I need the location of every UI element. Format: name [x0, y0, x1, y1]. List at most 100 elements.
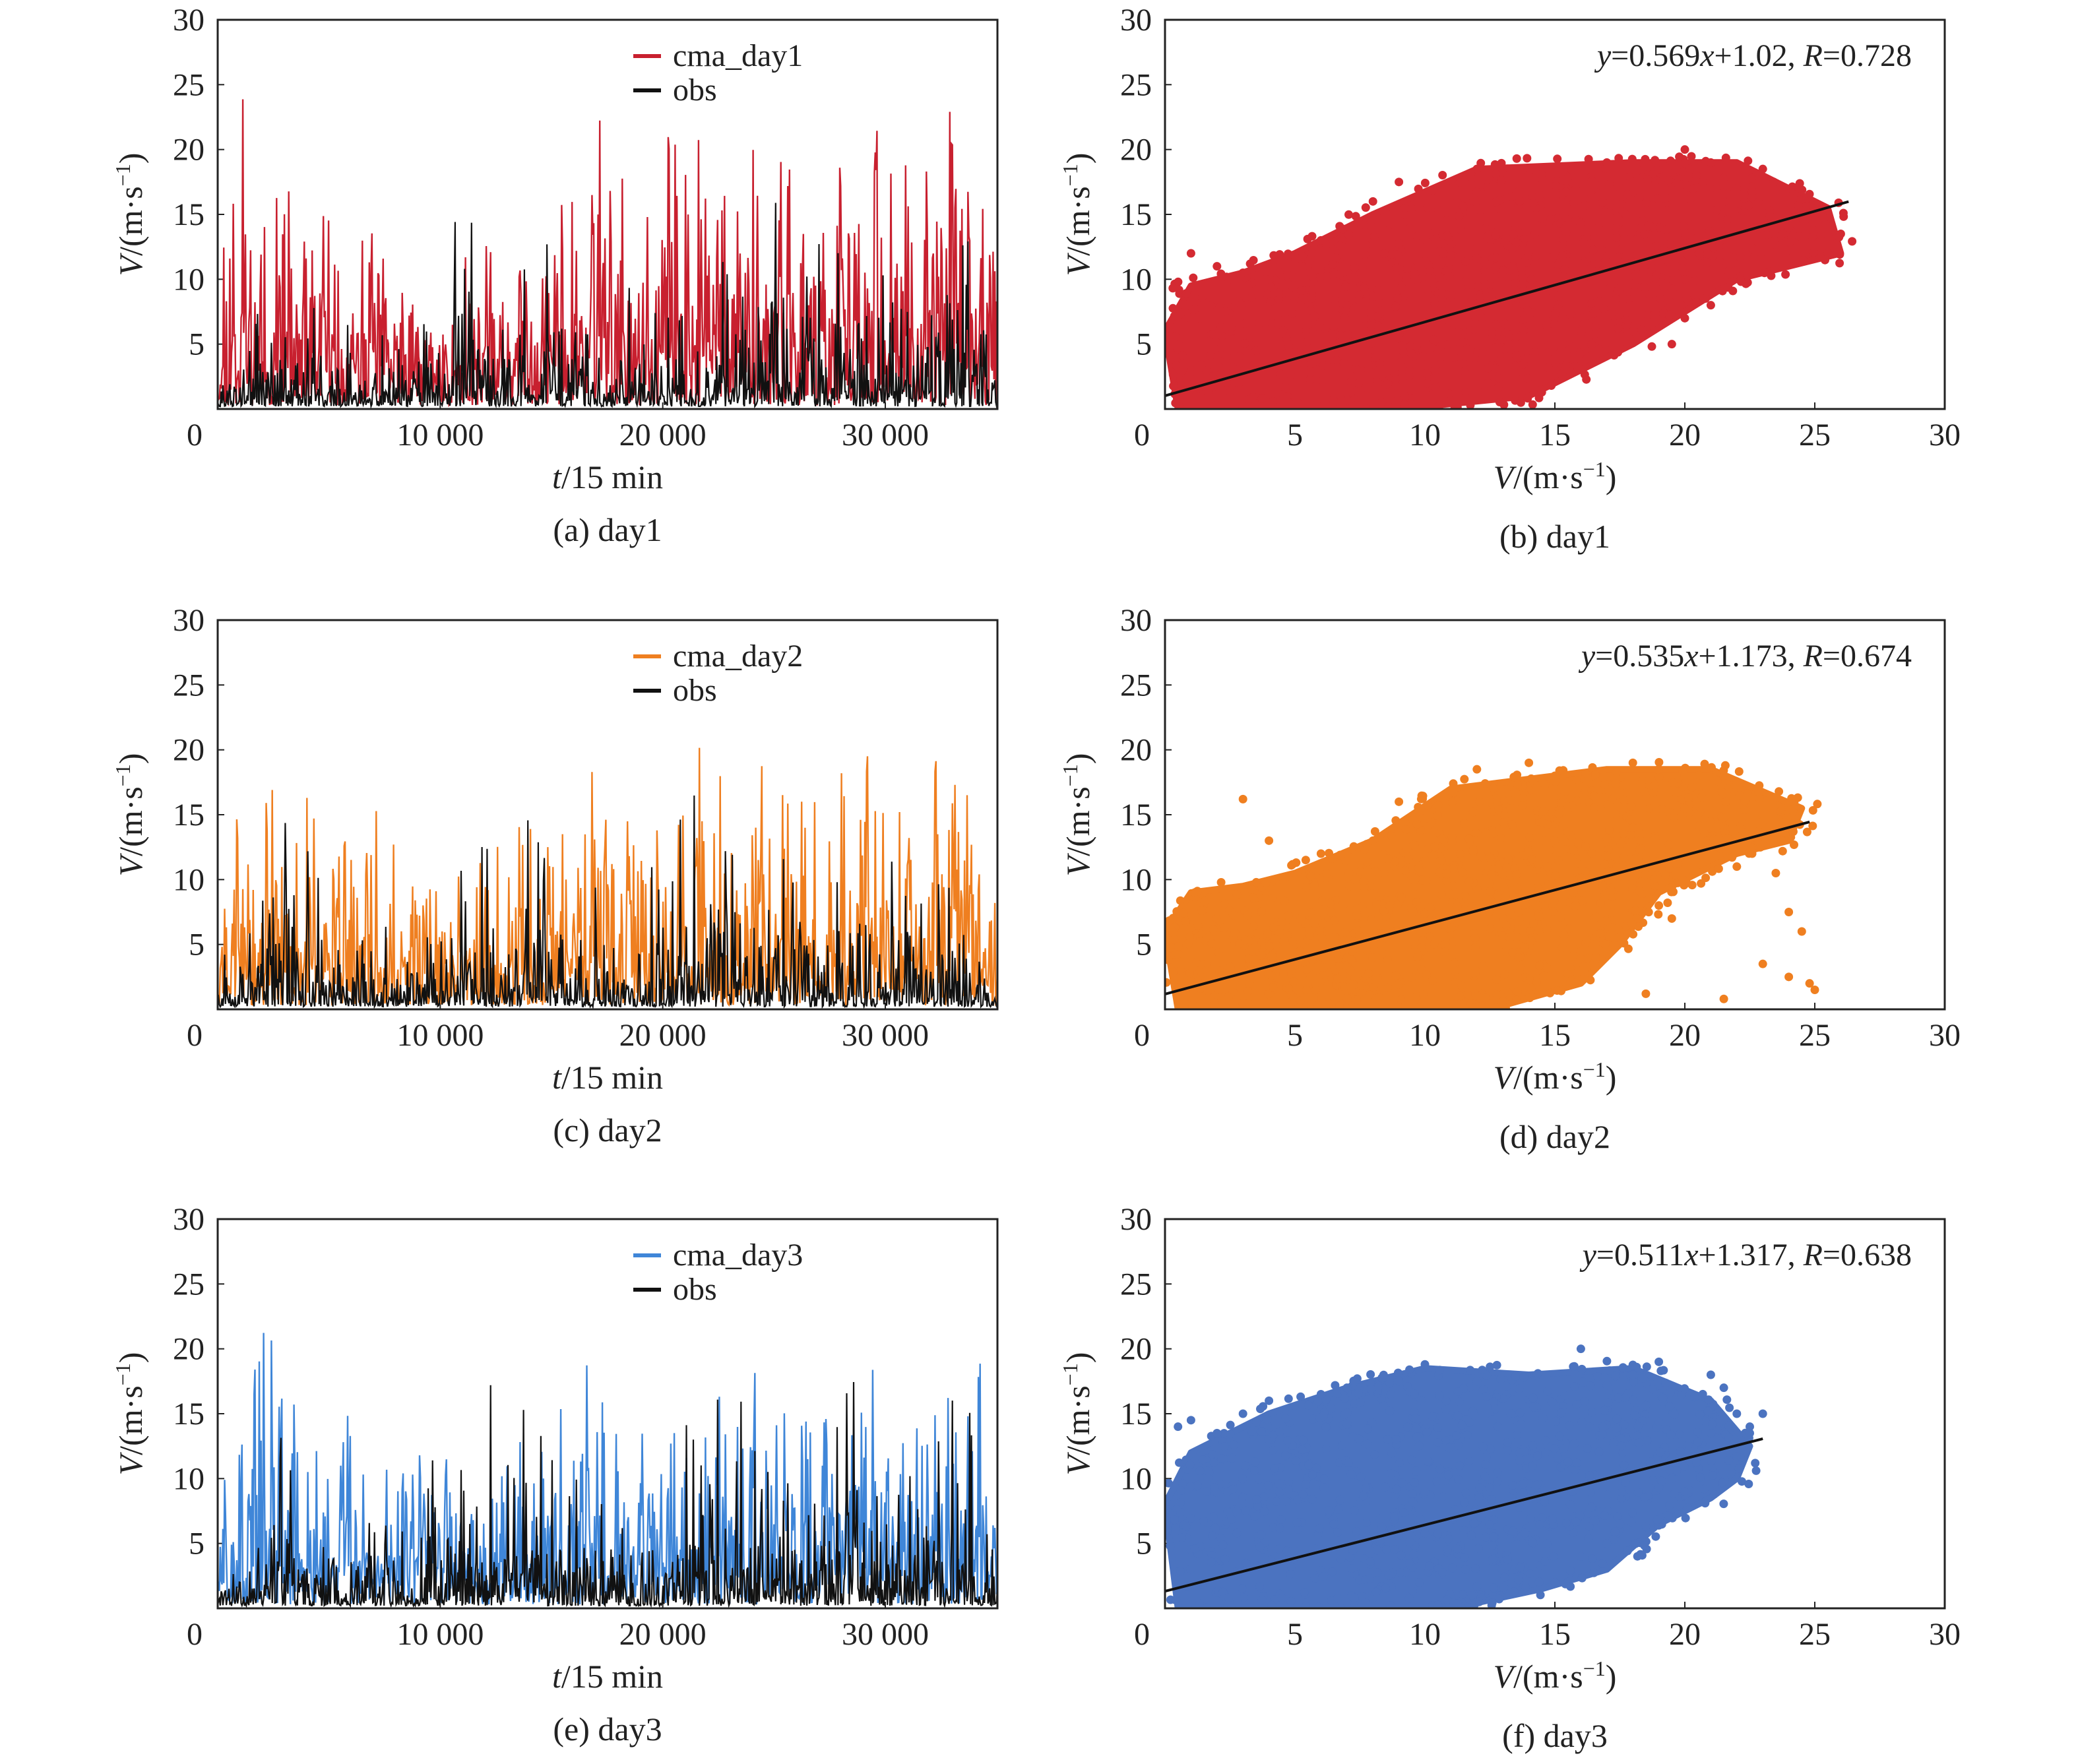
scatter-point	[1629, 1395, 1638, 1404]
scatter-point	[1700, 759, 1709, 769]
scatter-point	[1497, 175, 1506, 185]
scatter-point	[1645, 894, 1654, 903]
scatter-point	[1466, 400, 1475, 409]
scatter-point	[1697, 792, 1707, 802]
scatter-point	[1328, 260, 1337, 269]
scatter-point	[1492, 262, 1501, 271]
scatter-point	[1666, 1430, 1676, 1439]
scatter-point	[1528, 1393, 1538, 1402]
scatter-point	[1402, 272, 1411, 282]
scatter-point	[1734, 767, 1744, 776]
x-axis-var: V	[1494, 458, 1517, 495]
scatter-point	[1333, 1389, 1342, 1398]
regression-line	[1164, 1437, 1763, 1593]
x-tick-label: 10	[1409, 418, 1441, 453]
scatter-point	[1422, 1428, 1432, 1437]
scatter-point	[1472, 253, 1481, 263]
scatter-point	[1351, 212, 1360, 221]
scatter-point	[1647, 342, 1656, 351]
scatter-point	[1552, 986, 1561, 995]
scatter-point	[1579, 238, 1588, 247]
x-axis-var: V	[1494, 1658, 1517, 1695]
scatter-point	[1300, 360, 1309, 369]
scatter-point	[1203, 1487, 1211, 1496]
scatter-point	[1619, 780, 1628, 790]
scatter-point	[1572, 858, 1581, 867]
scatter-point	[1670, 1410, 1679, 1419]
scatter-point	[1787, 253, 1796, 263]
scatter-point	[1623, 316, 1633, 325]
scatter-point	[1455, 1397, 1464, 1406]
scatter-point	[1570, 1439, 1579, 1448]
scatter-point	[1553, 154, 1562, 164]
scatter-point	[1575, 1511, 1585, 1520]
scatter-point	[1276, 369, 1285, 379]
scatter-point	[1670, 1490, 1679, 1498]
scatter-point	[1346, 1470, 1356, 1479]
x-tick-label: 0	[1134, 1617, 1150, 1652]
scatter-point	[1420, 1488, 1430, 1497]
scatter-point	[1495, 1594, 1504, 1604]
scatter-point	[1527, 854, 1536, 864]
scatter-point	[1628, 884, 1637, 893]
scatter-point	[1464, 877, 1474, 886]
scatter-point	[1707, 1429, 1716, 1438]
scatter-point	[1434, 921, 1443, 930]
scatter-point	[1367, 221, 1376, 230]
scatter-point	[1619, 829, 1628, 838]
scatter-point	[1449, 788, 1458, 797]
scatter-point	[1461, 387, 1470, 396]
scatter-point	[1629, 929, 1638, 939]
scatter-point	[1612, 233, 1621, 242]
scatter-point	[1171, 1595, 1180, 1604]
scatter-point	[1602, 1381, 1612, 1390]
scatter-point	[1758, 1409, 1767, 1418]
scatter-point	[1627, 802, 1636, 811]
scatter-point	[1412, 819, 1422, 829]
scatter-point	[1377, 370, 1387, 379]
series-line-obs	[218, 795, 997, 1009]
scatter-point	[1684, 1441, 1693, 1449]
scatter-point	[1501, 947, 1509, 956]
scatter-point	[1468, 807, 1478, 817]
scatter-point	[1405, 366, 1414, 375]
scatter-point	[1649, 855, 1658, 864]
scatter-point	[1557, 1408, 1566, 1418]
scatter-point	[1428, 976, 1437, 985]
scatter-point	[1197, 360, 1206, 369]
scatter-point	[1641, 199, 1651, 208]
scatter-point	[1350, 973, 1360, 982]
scatter-point	[1407, 972, 1416, 982]
scatter-point	[1639, 282, 1649, 292]
scatter-point	[1612, 862, 1621, 871]
scatter-point	[1619, 795, 1628, 804]
scatter-point	[1443, 1545, 1452, 1554]
scatter-point	[1238, 1409, 1247, 1418]
scatter-point	[1282, 1497, 1291, 1506]
scatter-point	[1793, 793, 1802, 802]
scatter-point	[1526, 1514, 1535, 1523]
scatter-point	[1569, 198, 1579, 207]
scatter-point	[1805, 189, 1814, 199]
scatter-point	[1220, 1554, 1230, 1563]
scatter-point	[1281, 1451, 1290, 1460]
scatter-point	[1535, 961, 1544, 970]
y-tick-label: 25	[173, 67, 205, 102]
scatter-point	[1170, 935, 1179, 944]
scatter-point	[1391, 381, 1401, 391]
scatter-point	[1379, 1401, 1388, 1410]
scatter-point	[1777, 836, 1786, 844]
scatter-point	[1576, 1344, 1585, 1354]
scatter-point	[1552, 1416, 1560, 1426]
scatter-point	[1497, 158, 1506, 168]
scatter-point	[1641, 1401, 1651, 1410]
scatter-point	[1363, 384, 1372, 393]
scatter-point	[1165, 955, 1173, 964]
scatter-point	[1422, 369, 1432, 378]
scatter-point	[1486, 798, 1496, 807]
scatter-point	[1401, 392, 1410, 401]
scatter-point	[1244, 910, 1253, 920]
scatter-point	[1790, 840, 1798, 849]
scatter-point	[1695, 782, 1703, 791]
scatter-point	[1425, 1561, 1434, 1571]
